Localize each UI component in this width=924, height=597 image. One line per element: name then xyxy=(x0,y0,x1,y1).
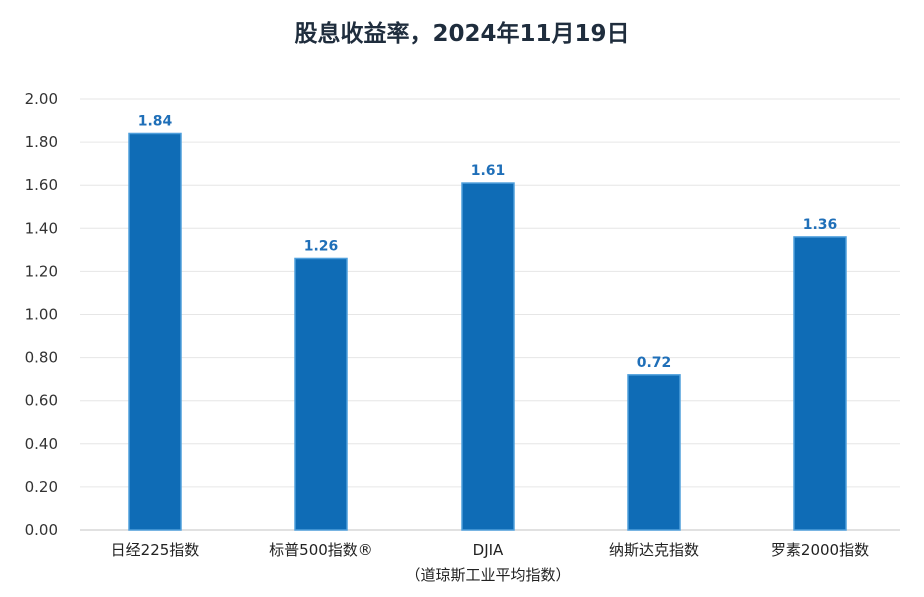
y-tick-label: 0.60 xyxy=(25,392,58,410)
data-label: 1.36 xyxy=(803,217,838,233)
y-tick-label: 1.40 xyxy=(25,219,58,237)
y-tick-label: 0.20 xyxy=(25,478,58,496)
x-tick-label: 罗素2000指数 xyxy=(771,541,869,559)
data-label: 1.84 xyxy=(138,113,173,129)
labels: 0.00 0.20 0.40 0.60 0.80 1.00 1.20 1.40 1.60 1.80… xyxy=(25,90,870,584)
x-tick-label: 纳斯达克指数 xyxy=(609,541,699,559)
y-tick-label: 0.40 xyxy=(25,435,58,453)
bars xyxy=(128,132,847,531)
bar xyxy=(128,132,182,531)
x-tick-label: DJIA xyxy=(473,541,504,559)
chart-title: 股息收益率，2024年11月19日 xyxy=(294,21,630,47)
bar xyxy=(793,236,847,531)
bar xyxy=(294,257,348,531)
bar xyxy=(627,374,681,531)
data-label: 0.72 xyxy=(637,355,672,371)
data-label: 1.61 xyxy=(471,163,506,179)
y-tick-label: 0.80 xyxy=(25,349,58,367)
y-tick-label: 1.00 xyxy=(25,306,58,324)
y-tick-label: 1.20 xyxy=(25,262,58,280)
data-label: 1.26 xyxy=(304,238,339,254)
x-tick-sublabel: （道琼斯工业平均指数） xyxy=(405,566,570,584)
x-tick-label: 日经225指数 xyxy=(111,541,200,559)
y-tick-label: 0.00 xyxy=(25,521,58,539)
bar xyxy=(461,182,515,531)
y-tick-label: 1.80 xyxy=(25,133,58,151)
x-tick-label: 标普500指数® xyxy=(269,541,373,559)
y-tick-label: 1.60 xyxy=(25,176,58,194)
y-tick-label: 2.00 xyxy=(25,90,58,108)
